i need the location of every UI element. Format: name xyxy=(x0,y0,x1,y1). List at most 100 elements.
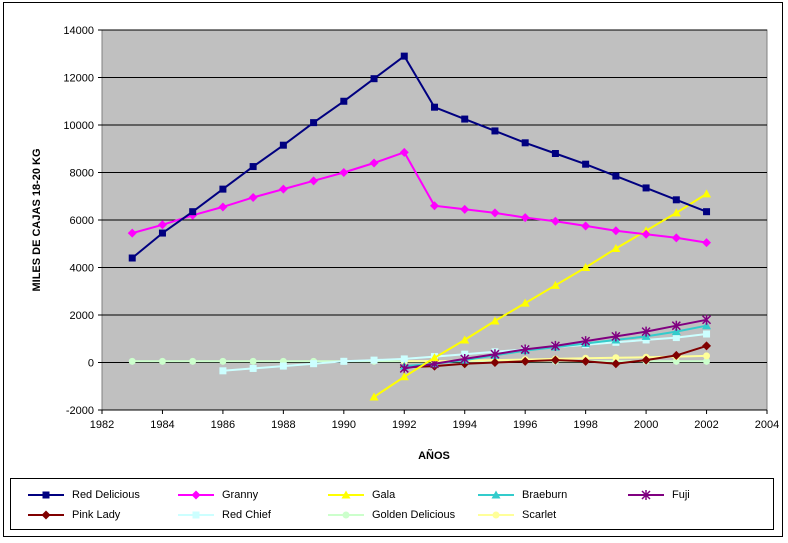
x-tick-label: 1994 xyxy=(452,419,476,431)
data-point xyxy=(671,350,681,360)
legend-swatch xyxy=(328,490,364,499)
legend-swatch xyxy=(178,511,214,519)
legend-item: Red Chief xyxy=(176,506,271,524)
legend-item: Scarlet xyxy=(476,506,556,524)
legend-swatch xyxy=(28,491,64,499)
legend-swatch xyxy=(28,510,64,520)
legend-marker xyxy=(491,490,501,499)
x-tick-label: 1986 xyxy=(211,419,235,431)
data-point xyxy=(218,202,228,212)
data-point xyxy=(703,357,711,365)
legend-swatch xyxy=(628,490,664,500)
legend: Red Delicious Granny Gala Braeburn Fuji Pink … xyxy=(10,478,774,530)
series-line xyxy=(131,151,707,244)
data-point xyxy=(249,364,257,372)
y-tick-label: 2000 xyxy=(70,310,94,322)
data-point xyxy=(399,363,409,374)
y-tick-label: -2000 xyxy=(66,405,94,417)
data-point xyxy=(369,392,379,401)
data-point xyxy=(611,226,621,236)
data-point xyxy=(550,355,560,365)
data-point xyxy=(612,354,620,362)
data-point xyxy=(128,357,136,365)
data-point xyxy=(340,97,348,105)
data-point xyxy=(671,208,681,217)
x-tick-label: 1992 xyxy=(392,419,416,431)
data-point xyxy=(671,327,681,336)
legend-item: Pink Lady xyxy=(26,506,120,524)
y-tick-label: 6000 xyxy=(70,215,94,227)
data-point xyxy=(400,52,408,60)
legend-item: Braeburn xyxy=(476,486,567,504)
legend-item: Fuji xyxy=(626,486,690,504)
data-point xyxy=(671,233,681,243)
data-point xyxy=(369,158,379,168)
legend-swatch xyxy=(478,490,514,499)
data-point xyxy=(702,314,712,325)
data-point xyxy=(370,356,378,364)
data-point xyxy=(581,336,591,347)
x-tick-label: 1988 xyxy=(271,419,295,431)
data-point xyxy=(703,330,711,338)
data-point xyxy=(158,357,166,365)
legend-swatch xyxy=(328,511,364,519)
data-point xyxy=(430,201,439,211)
data-point xyxy=(611,359,621,369)
chart-frame: -2000 0 2000 4000 6000 8000 10000 12000 14000 19… xyxy=(3,2,783,537)
y-tick-label: 8000 xyxy=(70,168,94,180)
data-point xyxy=(581,356,591,366)
legend-marker xyxy=(42,491,50,499)
legend-label: Pink Lady xyxy=(72,509,121,521)
data-point xyxy=(310,119,318,127)
y-tick-label: 10000 xyxy=(63,120,94,132)
series-red-delicious xyxy=(128,52,711,262)
data-point xyxy=(219,185,227,193)
data-point xyxy=(490,358,500,367)
y-axis-title: MILES DE CAJAS 18-20 KG xyxy=(31,148,43,291)
data-point xyxy=(461,115,469,123)
legend-label: Golden Delicious xyxy=(372,509,456,521)
data-point xyxy=(642,336,650,344)
x-tick-label: 1990 xyxy=(332,419,356,431)
data-point xyxy=(219,357,227,365)
legend-label: Braeburn xyxy=(522,489,568,501)
data-point xyxy=(672,196,680,204)
legend-marker xyxy=(191,490,201,500)
x-tick-label: 2000 xyxy=(634,419,658,431)
x-tick-label: 1998 xyxy=(573,419,597,431)
data-point xyxy=(189,208,197,216)
x-axis-title: AÑOS xyxy=(418,449,450,462)
legend-label: Fuji xyxy=(672,489,690,501)
data-point xyxy=(157,220,167,230)
series-fuji xyxy=(399,314,712,374)
series-line xyxy=(131,55,707,259)
data-point xyxy=(340,357,348,365)
y-tick-labels: -2000 0 2000 4000 6000 8000 10000 12000 14000 xyxy=(63,25,94,417)
data-point xyxy=(550,216,560,226)
data-point xyxy=(490,208,500,218)
legend-item: Granny xyxy=(176,486,258,504)
data-point xyxy=(278,184,288,194)
y-tick-label: 4000 xyxy=(70,263,94,275)
data-point xyxy=(189,357,197,365)
data-point xyxy=(399,147,409,157)
legend-item: Golden Delicious xyxy=(326,506,455,524)
legend-label: Granny xyxy=(222,489,259,501)
line-chart: -2000 0 2000 4000 6000 8000 10000 12000 14000 19… xyxy=(31,25,779,462)
data-point xyxy=(460,335,470,344)
data-point xyxy=(702,189,712,198)
data-point xyxy=(641,229,651,239)
x-tick-label: 1996 xyxy=(513,419,537,431)
data-point xyxy=(581,221,591,231)
data-point xyxy=(249,163,257,171)
data-point xyxy=(550,340,560,351)
data-point xyxy=(611,331,621,342)
legend-marker xyxy=(192,511,200,519)
y-tick-label: 14000 xyxy=(63,25,94,37)
x-tick-label: 1982 xyxy=(90,419,114,431)
legend-marker xyxy=(641,490,651,500)
data-point xyxy=(703,208,711,216)
data-point xyxy=(248,192,258,202)
legend-marker xyxy=(492,511,500,519)
data-point xyxy=(550,280,560,289)
